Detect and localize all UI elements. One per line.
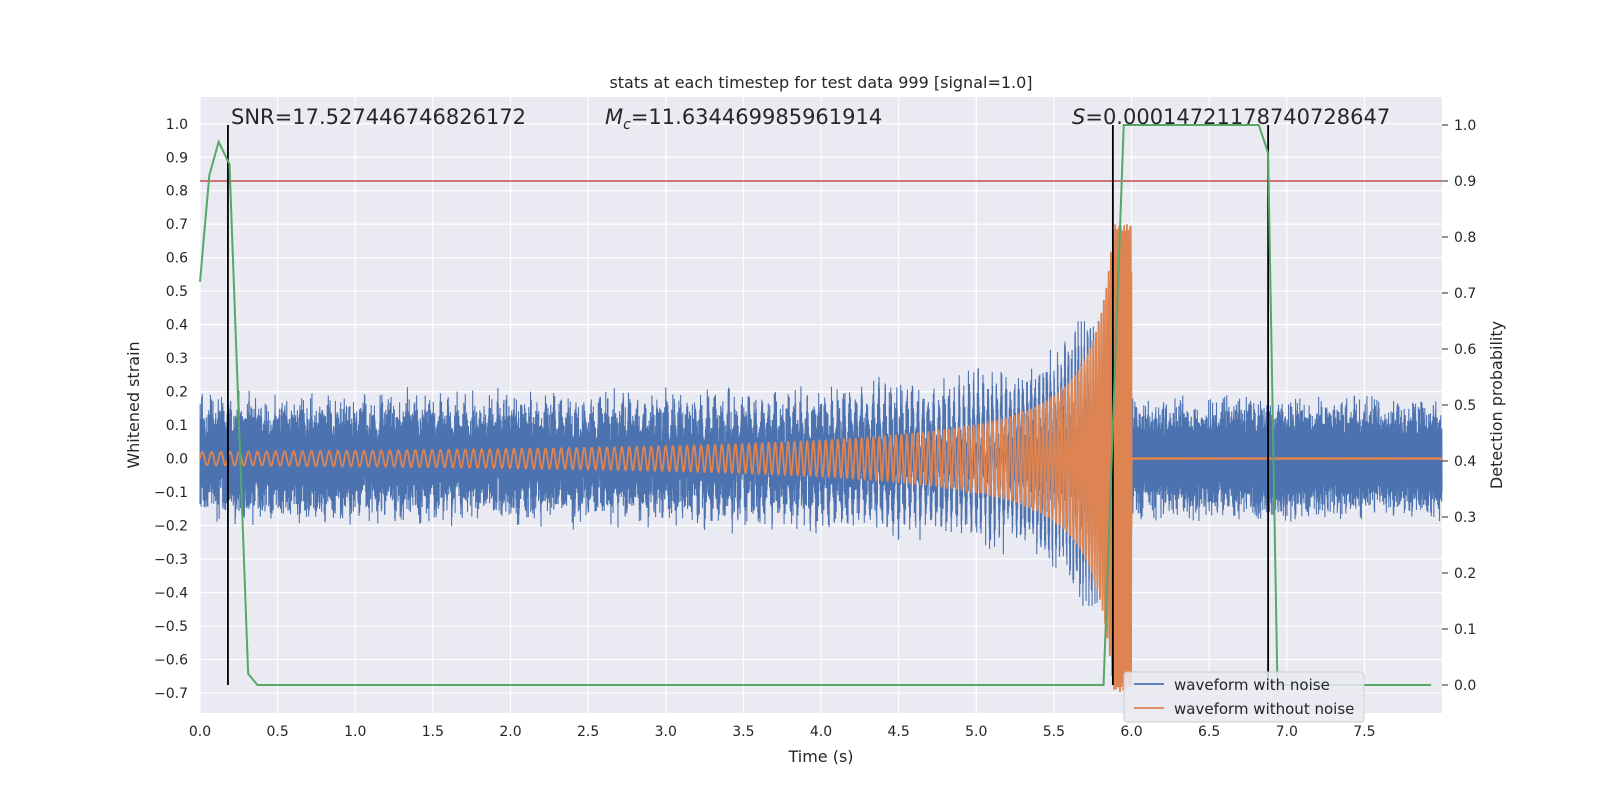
x-tick-label: 7.0: [1276, 724, 1298, 740]
y-tick-label: −0.6: [154, 652, 188, 668]
x-tick-label: 5.0: [965, 724, 987, 740]
legend-label-noise: waveform with noise: [1174, 676, 1330, 694]
y-tick-label: 0.5: [166, 284, 188, 300]
y-tick-label: 0.4: [166, 318, 188, 334]
probability-line: [199, 124, 1432, 686]
noise-waveform-line: [199, 321, 1443, 606]
y-right-tick-label: 0.1: [1454, 622, 1476, 638]
x-tick-label: 3.5: [732, 724, 754, 740]
x-tick-label: 1.0: [344, 724, 366, 740]
y-right-tick-label: 0.3: [1454, 510, 1476, 526]
y-right-tick-label: 0.5: [1454, 398, 1476, 414]
s-symbol: S: [1072, 105, 1085, 129]
chirp-mass-symbol: M: [605, 105, 623, 129]
x-tick-label: 2.0: [499, 724, 521, 740]
x-tick-label: 2.5: [577, 724, 599, 740]
y-tick-label: −0.7: [154, 686, 188, 702]
x-axis-ticks: 0.0 0.5 1.0 1.5 2.0 2.5 3.0 3.5 4.0 4.5 5.0 5.5 6.0 6…: [189, 724, 1376, 740]
y-tick-label: 0.8: [166, 184, 188, 200]
chirp-mass-annotation: Mc=11.634469985961914: [605, 105, 882, 133]
series-detection-probability: [199, 124, 1432, 686]
y-tick-label: 0.9: [166, 150, 188, 166]
y-tick-label: 0.1: [166, 418, 188, 434]
x-tick-label: 4.0: [810, 724, 832, 740]
y-tick-label: −0.3: [154, 552, 188, 568]
clean-waveform-line: [199, 224, 1443, 693]
y-right-tick-label: 0.8: [1454, 230, 1476, 246]
y-right-tick-label: 0.7: [1454, 286, 1476, 302]
y-tick-label: 0.2: [166, 385, 188, 401]
y-tick-label: −0.2: [154, 519, 188, 535]
y-axis-label: Whitened strain: [124, 341, 143, 468]
y-tick-label: 0.0: [166, 452, 188, 468]
y-right-tick-label: 0.9: [1454, 174, 1476, 190]
legend-label-clean: waveform without noise: [1174, 700, 1354, 718]
reference-lines: [200, 125, 1442, 685]
x-tick-label: 4.5: [887, 724, 909, 740]
y-right-tick-label: 0.4: [1454, 454, 1476, 470]
y-axis-ticks: 1.0 0.9 0.8 0.7 0.6 0.5 0.4 0.3 0.2 0.1 0.0 −0.1 −0.…: [154, 117, 188, 702]
y-right-tick-label: 0.2: [1454, 566, 1476, 582]
chirp-mass-subscript: c: [623, 117, 631, 133]
x-tick-label: 5.5: [1043, 724, 1065, 740]
x-axis-label: Time (s): [787, 747, 853, 766]
y-tick-label: −0.5: [154, 619, 188, 635]
legend-box: [1123, 671, 1365, 723]
x-tick-label: 0.0: [189, 724, 211, 740]
snr-annotation: SNR=17.527446746826172: [231, 105, 526, 129]
x-tick-label: 7.5: [1353, 724, 1375, 740]
y-right-tick-label: 0.6: [1454, 342, 1476, 358]
series-waveform-without-noise: [199, 224, 1443, 693]
y-right-axis-label: Detection probability: [1487, 321, 1506, 489]
s-annotation: S=0.00014721178740728647: [1072, 105, 1390, 129]
legend: waveform with noise waveform without noi…: [1123, 671, 1365, 723]
y-tick-label: 1.0: [166, 117, 188, 133]
x-tick-label: 0.5: [266, 724, 288, 740]
x-tick-label: 1.5: [422, 724, 444, 740]
y-tick-label: 0.3: [166, 351, 188, 367]
y-tick-label: 0.6: [166, 251, 188, 267]
chart-title: stats at each timestep for test data 999…: [609, 73, 1032, 92]
y-right-tick-label: 1.0: [1454, 118, 1476, 134]
y-tick-label: 0.7: [166, 217, 188, 233]
y-tick-label: −0.1: [154, 485, 188, 501]
x-tick-label: 6.5: [1198, 724, 1220, 740]
x-tick-label: 3.0: [655, 724, 677, 740]
y-tick-label: −0.4: [154, 585, 188, 601]
y-right-axis-ticks: 1.0 0.9 0.8 0.7 0.6 0.5 0.4 0.3 0.2 0.1 0.0: [1442, 118, 1476, 694]
y-right-tick-label: 0.0: [1454, 678, 1476, 694]
series-waveform-with-noise: [199, 321, 1443, 606]
chirp-mass-value: =11.634469985961914: [631, 105, 882, 129]
x-tick-label: 6.0: [1120, 724, 1142, 740]
s-value: =0.00014721178740728647: [1085, 105, 1390, 129]
